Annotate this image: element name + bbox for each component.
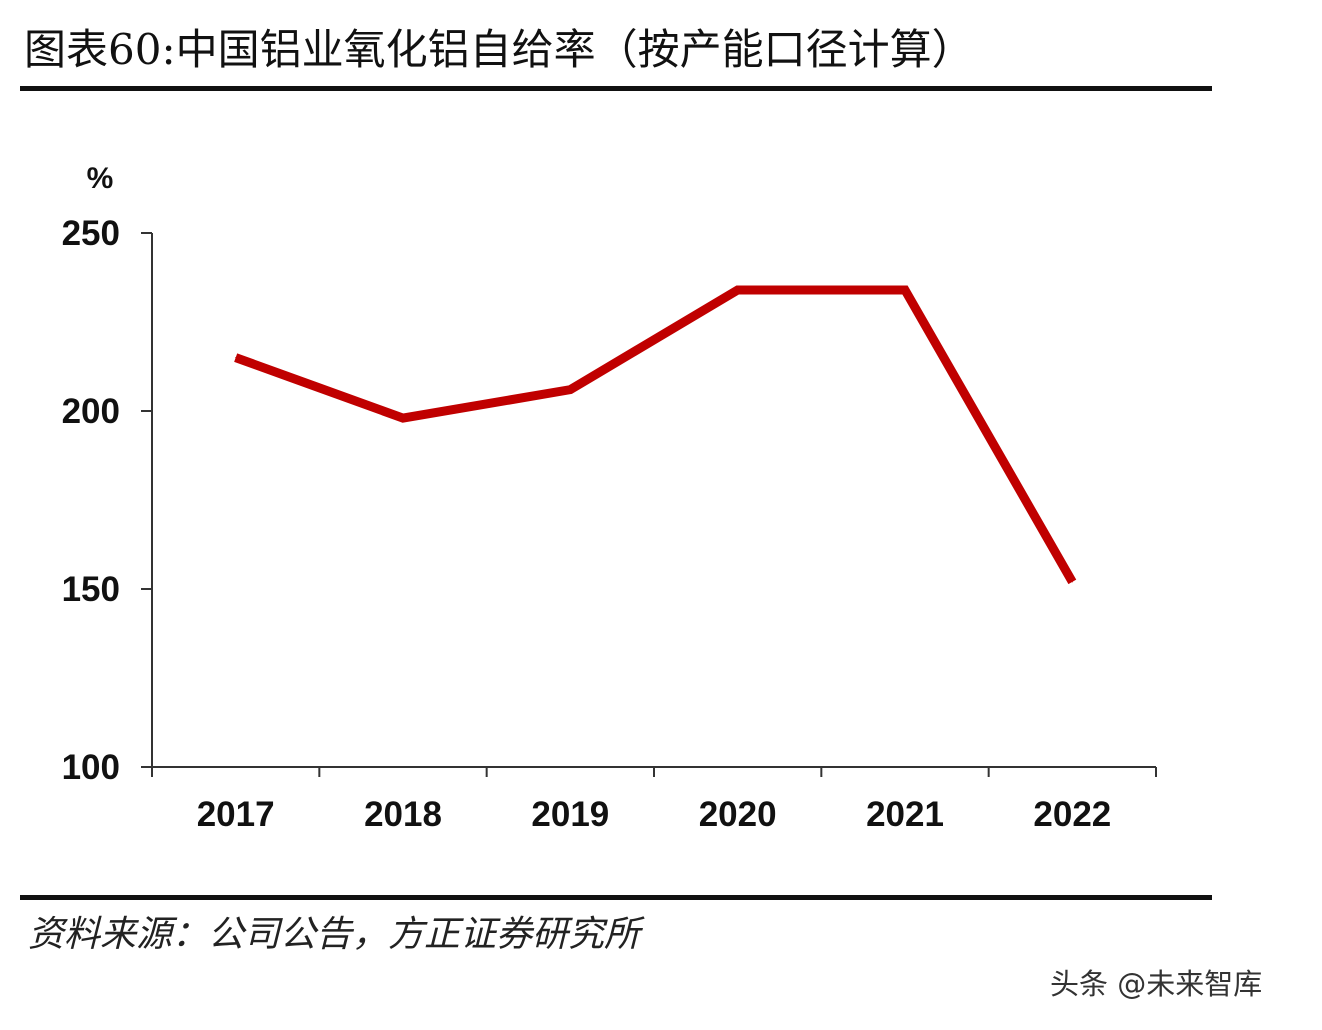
data-point bbox=[737, 289, 739, 291]
x-tick-label: 2021 bbox=[866, 795, 944, 834]
title-divider bbox=[20, 86, 1212, 91]
y-tick-label: 100 bbox=[62, 748, 120, 787]
x-tick-label: 2022 bbox=[1033, 795, 1111, 834]
data-point bbox=[235, 357, 237, 359]
line-chart: 100 150 200 250% 2017 2018 2019 2020 2021 2022 bbox=[62, 162, 1157, 834]
x-tick-label: 2017 bbox=[197, 795, 275, 834]
x-axis: 2017 2018 2019 2020 2021 2022 bbox=[151, 766, 1157, 834]
data-point bbox=[1071, 581, 1073, 583]
x-tick-label: 2019 bbox=[531, 795, 609, 834]
x-tick-label: 2018 bbox=[364, 795, 442, 834]
data-point bbox=[402, 417, 404, 419]
y-tick-label: 150 bbox=[62, 570, 120, 609]
chart-title: 图表60:中国铝业氧化铝自给率（按产能口径计算） bbox=[24, 25, 974, 74]
source-note: 资料来源：公司公告，方正证券研究所 bbox=[28, 914, 641, 955]
series-line bbox=[234, 285, 1077, 585]
data-point bbox=[904, 289, 906, 291]
y-tick-label: 250 bbox=[62, 214, 120, 253]
watermark: 头条 @未来智库 bbox=[1050, 967, 1263, 1001]
y-axis-unit-label: % bbox=[87, 162, 114, 195]
y-axis: 100 150 200 250% bbox=[62, 162, 153, 787]
data-point bbox=[569, 389, 571, 391]
series-layer bbox=[234, 285, 1077, 585]
source-divider bbox=[20, 895, 1212, 900]
y-tick-label: 200 bbox=[62, 392, 120, 431]
x-tick-label: 2020 bbox=[699, 795, 777, 834]
